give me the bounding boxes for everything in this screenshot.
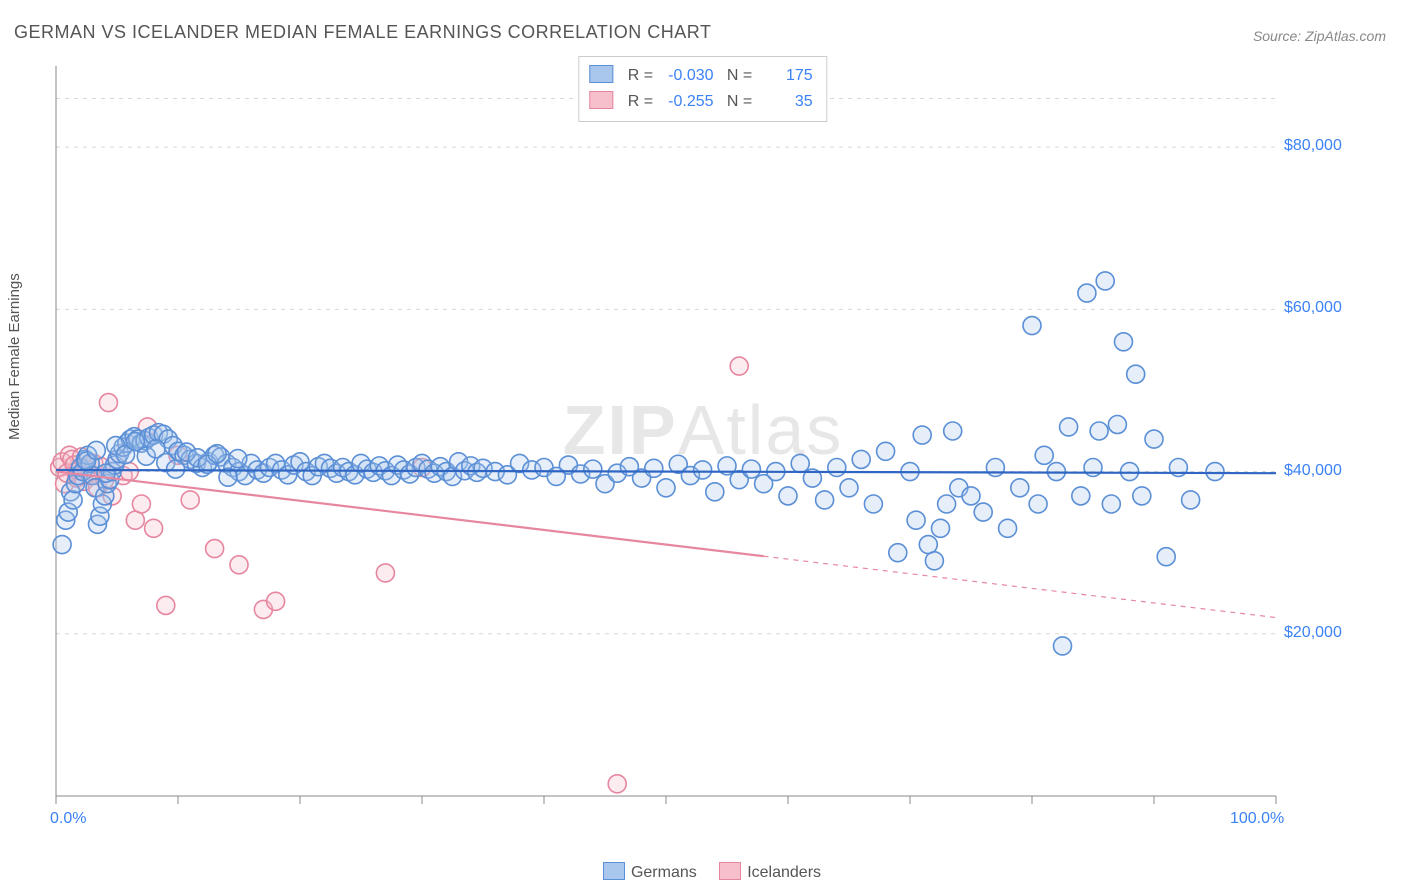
data-point bbox=[267, 592, 285, 610]
y-tick-label: $20,000 bbox=[1284, 624, 1342, 642]
data-point bbox=[584, 460, 602, 478]
data-point bbox=[1060, 418, 1078, 436]
data-point bbox=[791, 454, 809, 472]
data-point bbox=[97, 464, 115, 482]
y-tick-label: $60,000 bbox=[1284, 299, 1342, 317]
data-point bbox=[974, 503, 992, 521]
series-legend: Germans Icelanders bbox=[0, 862, 1406, 882]
data-point bbox=[1121, 463, 1139, 481]
data-point bbox=[1029, 495, 1047, 513]
data-point bbox=[938, 495, 956, 513]
data-point bbox=[828, 459, 846, 477]
y-axis-label: Median Female Earnings bbox=[6, 273, 23, 440]
data-point bbox=[1096, 272, 1114, 290]
data-point bbox=[1090, 422, 1108, 440]
data-point bbox=[208, 445, 226, 463]
legend-germans-label: Germans bbox=[631, 864, 697, 881]
data-point bbox=[1054, 637, 1072, 655]
data-point bbox=[1145, 430, 1163, 448]
data-point bbox=[852, 450, 870, 468]
data-point bbox=[1127, 365, 1145, 383]
y-tick-label: $40,000 bbox=[1284, 462, 1342, 480]
data-point bbox=[608, 775, 626, 793]
scatter-plot bbox=[46, 56, 1346, 826]
data-point bbox=[157, 596, 175, 614]
data-point bbox=[230, 556, 248, 574]
data-point bbox=[1157, 548, 1175, 566]
data-point bbox=[229, 450, 247, 468]
data-point bbox=[53, 536, 71, 554]
data-point bbox=[907, 511, 925, 529]
data-point bbox=[132, 495, 150, 513]
source-label: Source: ZipAtlas.com bbox=[1253, 28, 1386, 44]
data-point bbox=[919, 536, 937, 554]
data-point bbox=[1115, 333, 1133, 351]
legend-row-icelanders: R = -0.255 N = 35 bbox=[589, 89, 812, 115]
trend-line-extrapolated bbox=[764, 556, 1276, 617]
data-point bbox=[877, 442, 895, 460]
data-point bbox=[986, 459, 1004, 477]
data-point bbox=[206, 540, 224, 558]
legend-icelanders-label: Icelanders bbox=[747, 864, 821, 881]
data-point bbox=[913, 426, 931, 444]
data-point bbox=[126, 511, 144, 529]
data-point bbox=[1108, 416, 1126, 434]
data-point bbox=[64, 491, 82, 509]
data-point bbox=[1023, 317, 1041, 335]
data-point bbox=[864, 495, 882, 513]
x-axis-min-label: 0.0% bbox=[50, 810, 86, 828]
data-point bbox=[779, 487, 797, 505]
data-point bbox=[167, 460, 185, 478]
data-point bbox=[1182, 491, 1200, 509]
data-point bbox=[944, 422, 962, 440]
data-point bbox=[840, 479, 858, 497]
data-point bbox=[730, 357, 748, 375]
data-point bbox=[925, 552, 943, 570]
data-point bbox=[1011, 479, 1029, 497]
data-point bbox=[1072, 487, 1090, 505]
y-tick-label: $80,000 bbox=[1284, 137, 1342, 155]
data-point bbox=[99, 394, 117, 412]
x-axis-max-label: 100.0% bbox=[1230, 810, 1284, 828]
data-point bbox=[657, 479, 675, 497]
legend-row-germans: R = -0.030 N = 175 bbox=[589, 63, 812, 89]
data-point bbox=[816, 491, 834, 509]
data-point bbox=[1206, 463, 1224, 481]
data-point bbox=[999, 519, 1017, 537]
data-point bbox=[376, 564, 394, 582]
data-point bbox=[742, 460, 760, 478]
data-point bbox=[1078, 284, 1096, 302]
data-point bbox=[1102, 495, 1120, 513]
data-point bbox=[889, 544, 907, 562]
data-point bbox=[645, 459, 663, 477]
data-point bbox=[962, 487, 980, 505]
data-point bbox=[87, 441, 105, 459]
data-point bbox=[706, 483, 724, 501]
data-point bbox=[694, 461, 712, 479]
correlation-legend: R = -0.030 N = 175 R = -0.255 N = 35 bbox=[578, 56, 827, 122]
data-point bbox=[1035, 446, 1053, 464]
data-point bbox=[145, 519, 163, 537]
data-point bbox=[1133, 487, 1151, 505]
chart-title: GERMAN VS ICELANDER MEDIAN FEMALE EARNIN… bbox=[14, 22, 711, 43]
data-point bbox=[932, 519, 950, 537]
data-point bbox=[181, 491, 199, 509]
